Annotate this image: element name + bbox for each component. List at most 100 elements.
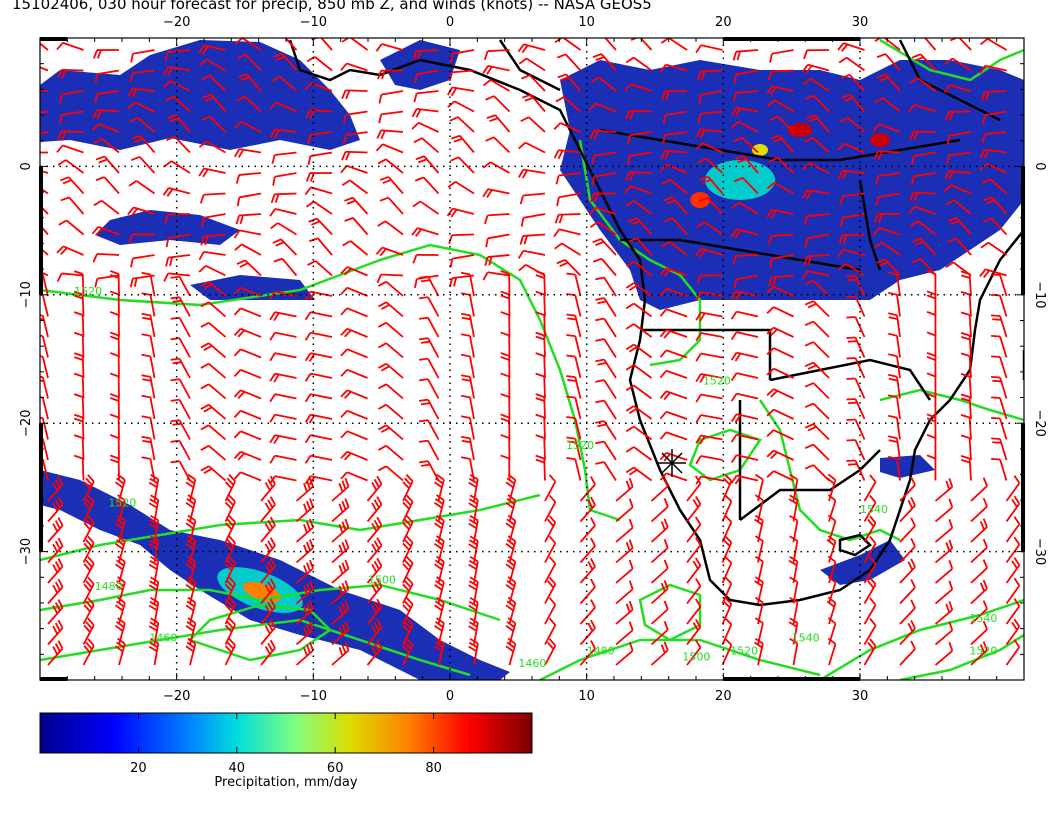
wind-barb [40,396,49,420]
wind-barb [697,110,723,123]
colorbar-title: Precipitation, mm/day [214,775,358,790]
lon-label-top: −10 [300,15,327,30]
wind-barb [595,317,617,338]
wind-barb [544,597,557,625]
wind-barb [899,558,916,584]
wind-barb [148,514,160,543]
wind-barb [418,378,440,399]
wind-barb [770,134,795,154]
wind-barb [451,134,475,154]
wind-barb [695,311,723,322]
wind-barb [91,123,120,133]
wind-barb [804,464,830,482]
wind-barb [934,560,954,584]
wind-barb [375,143,404,154]
wind-barb [224,597,236,625]
wind-barb [802,189,830,200]
wind-barb [109,393,120,420]
wind-barb [555,96,582,113]
wind-barb [912,237,937,256]
wind-barb [732,254,759,265]
wind-barb [591,172,617,186]
wind-barb [170,419,191,440]
wind-barb [625,364,653,379]
wind-barb [910,172,936,186]
wind-barb [730,433,759,443]
wind-barb [926,433,937,461]
wind-barb [269,331,297,341]
wind-barb [40,223,49,236]
wind-barb [970,579,988,605]
wind-barb [127,101,155,113]
wind-barb [40,314,49,338]
wind-barb [198,140,226,154]
wind-barb [47,558,64,584]
wind-barb [40,246,49,256]
wind-barb [233,327,262,338]
wind-barb [450,156,475,174]
wind-barb [837,142,865,154]
wind-barb [500,352,511,379]
colorbar [39,712,533,754]
wind-barb [233,229,262,239]
wind-barb [342,240,369,256]
precip-area-mozambique [880,455,935,478]
wind-barb [943,184,972,195]
wind-barb [960,352,972,379]
wind-barb [141,271,156,297]
contour-line-1500-south [539,638,821,680]
wind-barb [163,80,191,92]
wind-barb [57,130,84,141]
wind-barb [863,474,877,502]
wind-barb [535,331,546,358]
wind-barb [863,535,877,563]
wind-barb [460,312,475,338]
wind-barb [566,293,582,317]
wind-barb [92,109,120,119]
wind-barb [766,285,794,297]
wind-barb [304,82,333,92]
wind-barb [163,66,191,76]
wind-barb [592,53,617,72]
wind-barb [165,95,191,113]
wind-barb [366,639,383,666]
wind-barb [650,600,669,625]
border-zambia [769,358,932,401]
wind-barb [331,477,350,502]
wind-barb [766,306,794,318]
wind-barb [944,57,972,72]
wind-barb [625,343,653,359]
lon-label-top: −20 [163,15,190,30]
wind-barb [579,517,596,543]
wind-barb [482,271,510,281]
wind-barb [979,38,1007,51]
wind-barb [566,354,582,379]
wind-barb [873,150,901,160]
wind-barb [615,559,634,584]
wind-barb [269,311,297,322]
wind-barb [801,270,830,280]
wind-barb [769,115,795,133]
wind-barb [82,494,95,522]
precip-area-north-atlantic [40,40,360,150]
wind-barb [535,352,546,379]
wind-barb [535,434,546,461]
wind-barb [595,461,617,481]
colorbar-tick-label: 80 [425,761,442,776]
wind-barb [837,169,865,180]
wind-barb [991,314,1008,338]
wind-barb [733,136,759,154]
wind-barb [686,495,702,523]
wind-barb [660,149,688,160]
wind-barb [47,496,64,523]
wind-barb [331,600,350,625]
wind-barb [331,498,350,523]
wind-barb [766,367,794,379]
contour-line-1480 [40,583,501,622]
wind-barb [947,237,972,256]
wind-barb [659,308,688,318]
wind-barb [500,331,511,358]
wind-barb [127,87,155,98]
contour-line-1540-north [879,38,1024,82]
wind-barb [375,246,404,257]
